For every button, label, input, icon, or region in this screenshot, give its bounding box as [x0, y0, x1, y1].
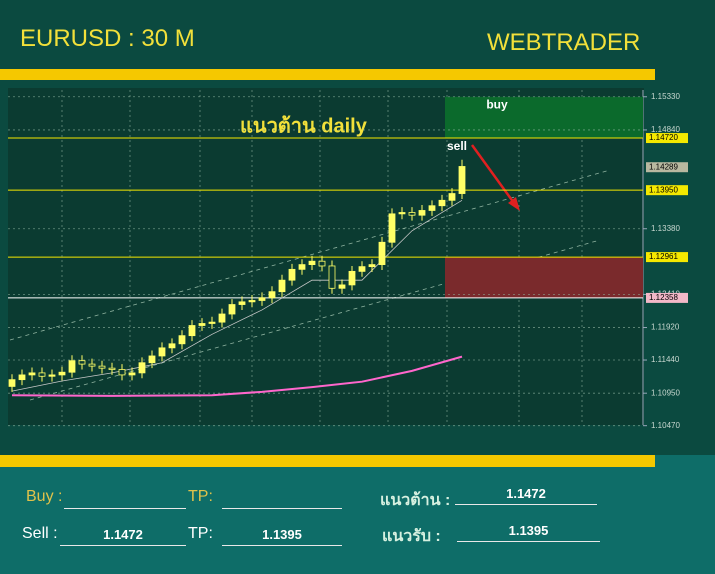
candle-body: [138, 362, 146, 374]
candle-body: [338, 284, 346, 289]
buy-label: Buy :: [26, 488, 63, 505]
candle-body: [58, 371, 66, 376]
candle-body: [358, 266, 366, 272]
candle-body: [248, 300, 256, 303]
candle-body: [38, 372, 46, 377]
candle-body: [168, 343, 176, 349]
candle-body: [118, 369, 126, 376]
symbol-title: EURUSD : 30 M: [20, 25, 195, 52]
level-label: 1.12358: [649, 293, 678, 302]
candle-body: [348, 270, 356, 286]
candle-body: [388, 213, 396, 243]
candle-body: [68, 360, 76, 373]
brand: WEBTRADER: [487, 29, 641, 56]
level-tag: [646, 185, 688, 196]
y-tick-label: 1.15330: [651, 92, 680, 101]
candle-body: [308, 260, 316, 266]
sell-field[interactable]: 1.1472: [60, 527, 186, 546]
candle-body: [298, 264, 306, 270]
candle-body: [238, 301, 246, 305]
resistance-field[interactable]: 1.1472: [455, 486, 597, 505]
candle-body: [208, 321, 216, 324]
y-tick-label: 1.11920: [651, 323, 680, 332]
top-band: [0, 69, 655, 80]
level-tag: [646, 252, 688, 263]
sell-tp-label: TP:: [188, 525, 213, 542]
candle-body: [438, 199, 446, 207]
candle-body: [48, 374, 56, 377]
candle-body: [428, 205, 436, 211]
candle-body: [198, 323, 206, 326]
sell-label: Sell :: [22, 525, 58, 542]
candle-body: [368, 264, 376, 268]
candle-body: [318, 260, 326, 267]
candle-body: [178, 335, 186, 345]
candle-body: [448, 193, 456, 201]
level-tag: [646, 133, 688, 144]
level-label: 1.12961: [649, 252, 678, 261]
sell-tp-field[interactable]: 1.1395: [222, 527, 342, 546]
level-label: 1.13950: [649, 185, 678, 194]
candle-body: [268, 291, 276, 299]
candle-body: [328, 265, 336, 289]
candle-body: [158, 347, 166, 357]
annotation: แนวต้าน daily: [240, 114, 368, 137]
candle-body: [378, 241, 386, 266]
candle-body: [28, 372, 36, 376]
y-tick-label: 1.13380: [651, 224, 680, 233]
support-field[interactable]: 1.1395: [457, 523, 600, 542]
y-tick-label: 1.10950: [651, 388, 680, 397]
buy-tp-field[interactable]: [222, 490, 342, 509]
candle-body: [458, 166, 466, 194]
candle-body: [278, 279, 286, 293]
candle-body: [18, 374, 26, 381]
bottom-band: [0, 455, 655, 467]
candle-body: [148, 355, 156, 364]
candle-body: [408, 212, 416, 216]
buy-tp-label: TP:: [188, 488, 213, 505]
vertical-grid: [61, 90, 583, 425]
candle-body: [218, 313, 226, 323]
candle-body: [8, 379, 16, 387]
form-panel: [0, 455, 715, 574]
y-tick-label: 1.10470: [651, 421, 680, 430]
candle-body: [228, 304, 236, 315]
y-tick-label: 1.14840: [651, 125, 680, 134]
resistance-label: แนวต้าน :: [380, 492, 451, 509]
zone-label: buy: [486, 98, 508, 112]
moving-average: [11, 199, 463, 392]
level-label: 1.14720: [649, 133, 678, 142]
support-label: แนวรับ :: [382, 528, 441, 545]
level-tag: [646, 292, 688, 303]
candle-body: [108, 367, 116, 370]
y-tick-label: 1.11440: [651, 355, 680, 364]
candle-body: [78, 360, 86, 365]
annotation: sell: [447, 139, 467, 153]
candle-body: [128, 372, 136, 376]
candle-body: [258, 297, 266, 301]
candle-body: [98, 365, 106, 369]
moving-average: [11, 355, 463, 397]
candle-body: [188, 325, 196, 337]
level-label: 1.14289: [649, 162, 678, 171]
candle-body: [88, 363, 96, 367]
candle-body: [418, 210, 426, 216]
zone: [445, 257, 643, 298]
level-tag: [646, 162, 688, 173]
zone: [445, 96, 643, 139]
buy-field[interactable]: [64, 490, 186, 509]
sell-arrow: [470, 144, 520, 211]
candle-body: [288, 268, 296, 281]
candle-body: [398, 212, 406, 215]
